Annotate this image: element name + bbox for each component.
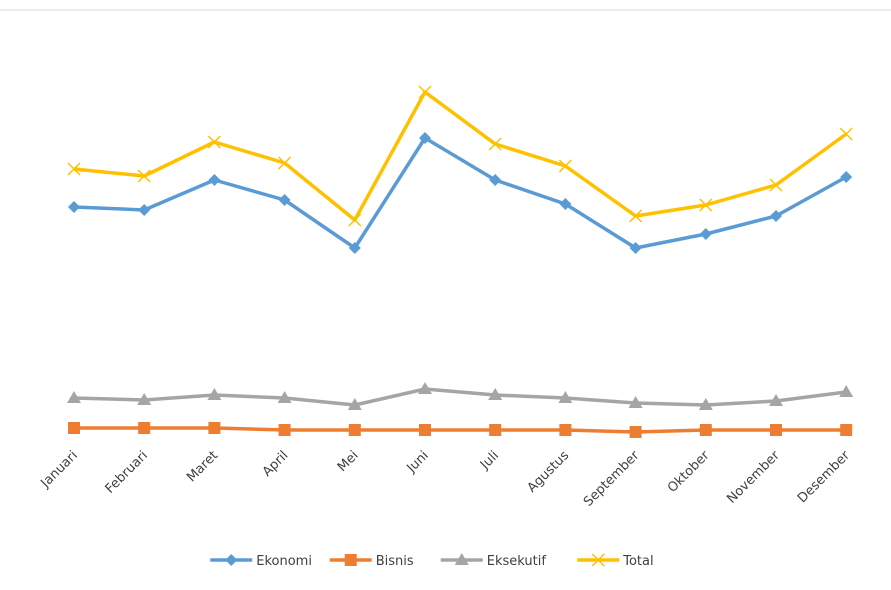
- x-tick-label: Mei: [335, 448, 362, 475]
- marker: [68, 201, 80, 213]
- legend-label: Ekonomi: [256, 554, 312, 569]
- marker: [840, 128, 852, 140]
- x-tick-label: Desember: [795, 448, 853, 506]
- legend-label: Bisnis: [376, 554, 414, 569]
- marker: [345, 554, 357, 566]
- legend-label: Total: [622, 554, 653, 569]
- x-tick-label: Juni: [404, 448, 432, 476]
- marker: [208, 422, 220, 434]
- x-tick-label: April: [260, 448, 292, 480]
- marker: [279, 424, 291, 436]
- x-tick-label: Maret: [184, 448, 221, 485]
- marker: [559, 424, 571, 436]
- x-tick-label: Februari: [103, 448, 151, 496]
- marker: [770, 424, 782, 436]
- marker: [419, 424, 431, 436]
- marker: [68, 422, 80, 434]
- marker: [349, 214, 361, 226]
- x-tick-label: November: [724, 448, 783, 507]
- marker: [349, 424, 361, 436]
- marker: [419, 86, 431, 98]
- marker: [208, 174, 220, 186]
- marker: [489, 424, 501, 436]
- x-tick-label: Juli: [477, 448, 502, 473]
- series-line: [74, 428, 846, 432]
- x-tick-label: Oktober: [665, 448, 713, 496]
- series-line: [74, 389, 846, 405]
- x-tick-label: Januari: [38, 448, 81, 491]
- marker: [700, 424, 712, 436]
- legend-label: Eksekutif: [487, 554, 547, 569]
- x-tick-label: Agustus: [525, 448, 573, 496]
- marker: [630, 426, 642, 438]
- x-tick-label: September: [581, 448, 643, 510]
- marker: [840, 424, 852, 436]
- marker: [138, 204, 150, 216]
- marker: [138, 422, 150, 434]
- marker: [225, 554, 237, 566]
- marker: [700, 228, 712, 240]
- series-line: [74, 92, 846, 220]
- chart: Januari Februari Maret April Mei Juni Juli Agus…: [0, 0, 891, 590]
